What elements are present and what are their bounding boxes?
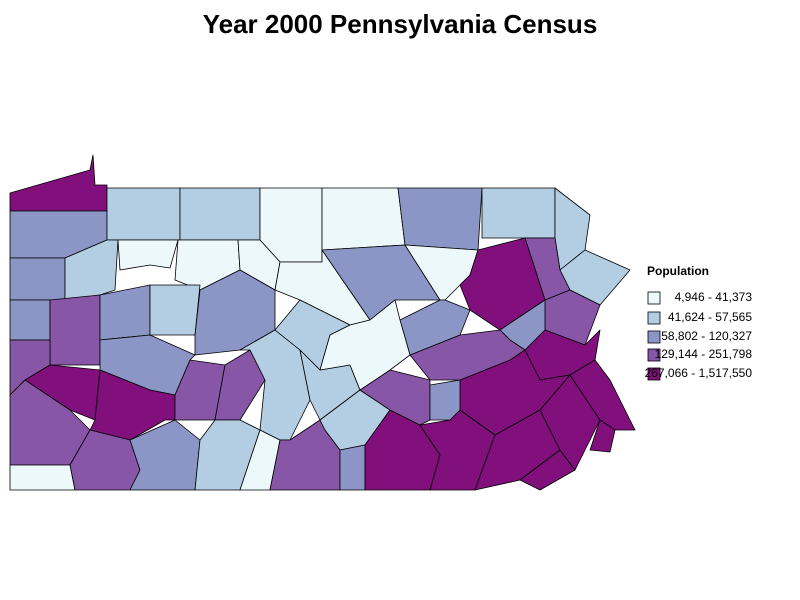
county: [321, 187, 406, 251]
county: [481, 187, 556, 239]
county: [214, 349, 266, 421]
legend-swatch: [647, 330, 661, 344]
county: [589, 419, 616, 453]
county: [239, 329, 311, 441]
legend-label: 4,946 - 41,373: [675, 290, 753, 304]
legend-swatch: [647, 348, 661, 362]
legend-swatch: [647, 367, 661, 381]
county: [49, 294, 101, 366]
map-title: Year 2000 Pennsylvania Census: [203, 9, 598, 39]
legend-label: 267,066 - 1,517,550: [645, 366, 753, 380]
county: [106, 187, 181, 241]
county: [397, 187, 483, 251]
legend-title: Population: [647, 264, 709, 278]
legend-swatch: [647, 311, 661, 325]
county: [429, 379, 461, 421]
legend-label: 58,802 - 120,327: [661, 329, 752, 343]
county: [339, 444, 366, 491]
county: [459, 237, 546, 331]
county: [179, 187, 261, 241]
legend-swatch: [647, 291, 661, 305]
county: [99, 284, 151, 341]
county-map: [9, 154, 636, 491]
county: [89, 369, 176, 441]
county: [409, 329, 526, 381]
county: [9, 299, 51, 341]
county: [9, 257, 66, 301]
legend: Population 4,946 - 41,373 41,624 - 57,565…: [645, 264, 753, 381]
county: [117, 239, 179, 271]
county: [319, 299, 411, 391]
legend-label: 129,144 - 251,798: [655, 347, 753, 361]
county: [569, 359, 636, 431]
county: [9, 464, 76, 491]
county: [149, 284, 201, 336]
county: [321, 244, 441, 321]
legend-label: 41,624 - 57,565: [668, 310, 752, 324]
